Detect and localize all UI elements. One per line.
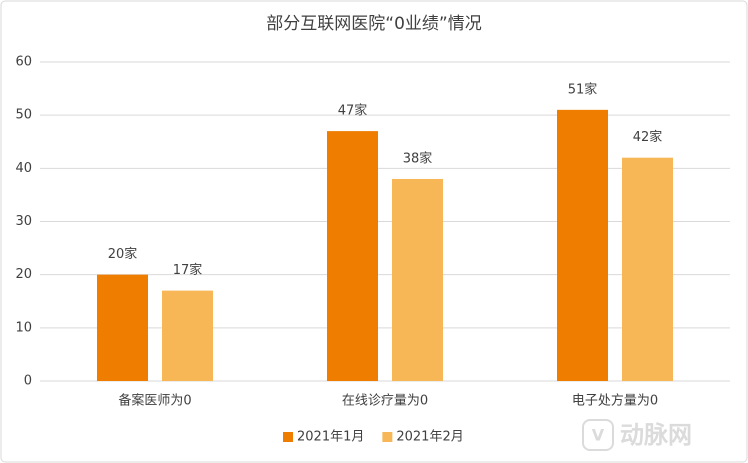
chart-title: 部分互联网医院“0业绩”情况 bbox=[266, 14, 481, 34]
bar bbox=[392, 178, 443, 381]
bar bbox=[327, 131, 378, 381]
value-label: 51家 bbox=[568, 81, 598, 97]
legend-label: 2021年1月 bbox=[297, 430, 364, 445]
y-tick-label: 0 bbox=[24, 374, 32, 389]
svg-text:V: V bbox=[592, 426, 605, 445]
value-label: 47家 bbox=[338, 103, 368, 119]
value-label: 20家 bbox=[108, 246, 138, 262]
x-tick-label: 在线诊疗量为0 bbox=[342, 394, 428, 409]
watermark-logo: V bbox=[582, 419, 614, 451]
legend-swatch bbox=[382, 432, 393, 442]
x-tick-label: 备案医师为0 bbox=[118, 393, 191, 409]
y-tick-label: 20 bbox=[15, 267, 32, 282]
value-label: 38家 bbox=[403, 150, 433, 166]
bar bbox=[97, 274, 148, 381]
x-tick-label: 电子处方量为0 bbox=[572, 393, 658, 409]
value-label: 17家 bbox=[173, 262, 203, 278]
bar bbox=[557, 109, 608, 381]
y-tick-label: 60 bbox=[15, 55, 32, 70]
watermark: 动脉网 bbox=[620, 421, 692, 449]
legend-swatch bbox=[283, 432, 293, 442]
legend-label: 2021年2月 bbox=[396, 430, 463, 445]
y-tick-label: 40 bbox=[15, 161, 32, 176]
value-label: 42家 bbox=[633, 129, 663, 145]
y-tick-label: 50 bbox=[15, 108, 32, 123]
bar bbox=[622, 157, 673, 381]
y-tick-label: 30 bbox=[15, 214, 32, 229]
y-tick-label: 10 bbox=[15, 320, 32, 335]
bar bbox=[162, 290, 213, 381]
